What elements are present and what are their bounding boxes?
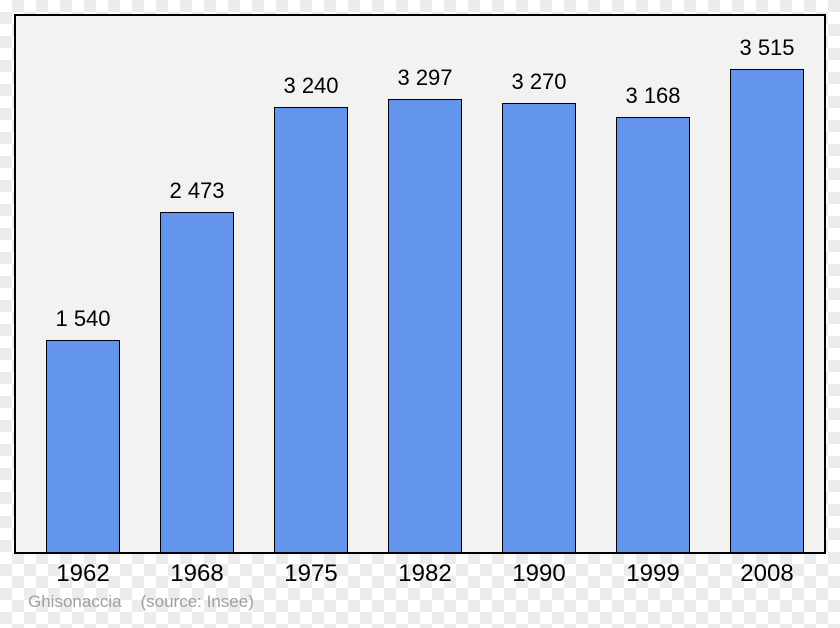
- bar-value-label: 3 168: [601, 83, 705, 109]
- x-axis-label: 1975: [259, 560, 363, 588]
- x-axis-label: 1962: [31, 560, 135, 588]
- footer-location: Ghisonaccia: [28, 592, 122, 611]
- bar-value-label: 3 515: [715, 35, 819, 61]
- bar: [502, 103, 576, 552]
- bar: [274, 107, 348, 552]
- bar: [388, 99, 462, 552]
- footer-source: (source: Insee): [140, 592, 253, 611]
- chart-canvas: 1 540 2 473 3 240 3 297 3 270 3 168 3 515 1962…: [0, 0, 840, 628]
- x-axis-label: 2008: [715, 560, 819, 588]
- bar: [730, 69, 804, 552]
- bar-value-label: 3 240: [259, 73, 363, 99]
- bar: [46, 340, 120, 552]
- x-axis-label: 1968: [145, 560, 249, 588]
- bar-value-label: 1 540: [31, 306, 135, 332]
- bar: [160, 212, 234, 552]
- bar-value-label: 2 473: [145, 178, 249, 204]
- bars-host: 1 540 2 473 3 240 3 297 3 270 3 168 3 515: [16, 16, 824, 552]
- x-axis-label: 1999: [601, 560, 705, 588]
- x-axis-label: 1990: [487, 560, 591, 588]
- plot-frame: 1 540 2 473 3 240 3 297 3 270 3 168 3 515: [14, 14, 826, 554]
- bar-value-label: 3 270: [487, 69, 591, 95]
- chart-footer: Ghisonaccia (source: Insee): [28, 592, 254, 612]
- x-axis-label: 1982: [373, 560, 477, 588]
- bar: [616, 117, 690, 552]
- bar-value-label: 3 297: [373, 65, 477, 91]
